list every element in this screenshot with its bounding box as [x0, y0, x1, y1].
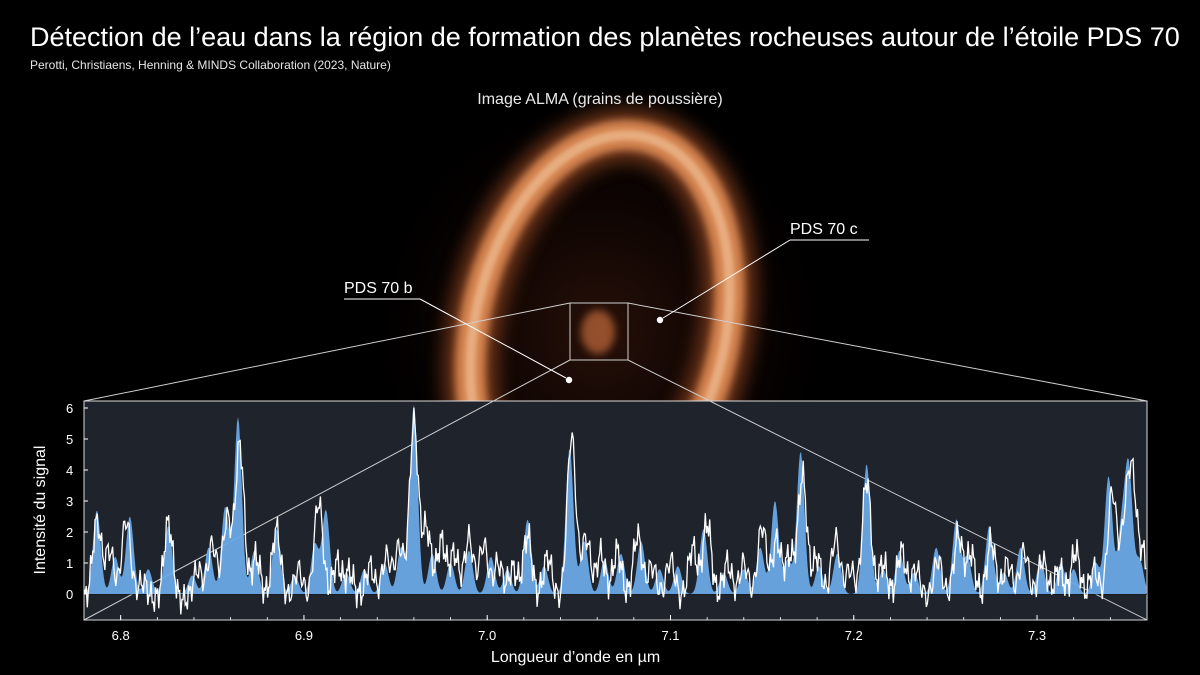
x-tick-label: 7.3 — [1028, 628, 1046, 643]
spectrum-series — [84, 404, 1147, 615]
zoom-box — [569, 302, 629, 361]
y-tick-label: 5 — [66, 432, 73, 447]
x-tick-label: 6.8 — [112, 628, 130, 643]
zoom-line-right — [627, 302, 1148, 402]
x-tick-label: 7.0 — [478, 628, 496, 643]
planet-c-dot — [656, 316, 664, 324]
central-dust — [581, 310, 615, 354]
zoom-indicator — [83, 302, 1148, 402]
page-title: Détection de l’eau dans la région de for… — [30, 22, 1180, 52]
y-tick-label: 4 — [66, 463, 73, 478]
planet-b-marker: PDS 70 b — [344, 280, 573, 384]
y-tick-label: 0 — [66, 587, 73, 602]
y-axis-label: Intensité du signal — [32, 446, 49, 575]
y-tick-label: 6 — [66, 401, 73, 416]
image-caption: Image ALMA (grains de poussière) — [477, 91, 722, 108]
page-subtitle: Perotti, Christiaens, Henning & MINDS Co… — [30, 58, 391, 72]
axes: 0 1 2 3 4 5 6 6.8 6.9 7.0 7.1 7.2 7.3 Longueur d’onde… — [32, 401, 1111, 666]
zoom-line-left — [83, 302, 571, 402]
y-tick-label: 1 — [66, 556, 73, 571]
series-fill-model — [84, 404, 1147, 594]
planet-c-label: PDS 70 c — [790, 221, 858, 238]
x-axis-label: Longueur d’onde en µm — [491, 649, 660, 666]
y-tick-label: 3 — [66, 494, 73, 509]
planet-c-marker: PDS 70 c — [656, 221, 869, 324]
x-tick-label: 7.1 — [661, 628, 679, 643]
x-tick-label: 7.2 — [845, 628, 863, 643]
planet-b-label: PDS 70 b — [344, 280, 413, 297]
x-tick-label: 6.9 — [295, 628, 313, 643]
y-tick-label: 2 — [66, 525, 73, 540]
planet-b-dot — [565, 376, 573, 384]
series-line-data — [84, 407, 1147, 615]
